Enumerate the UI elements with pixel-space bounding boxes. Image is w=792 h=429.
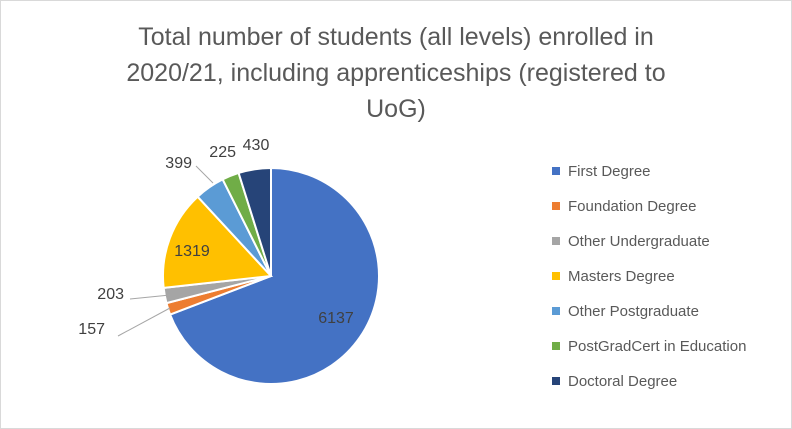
- legend-label-first-degree: First Degree: [568, 163, 651, 180]
- legend-label-postgradcert-in-education: PostGradCert in Education: [568, 338, 746, 355]
- legend-label-other-undergraduate: Other Undergraduate: [568, 233, 710, 250]
- chart-title-line-2: 2020/21, including apprenticeships (regi…: [126, 59, 666, 87]
- leader-line-foundation-degree: [117, 307, 171, 337]
- legend-swatch-first-degree: [552, 167, 560, 175]
- leader-line-other-undergraduate: [129, 294, 171, 300]
- legend-swatch-other-postgraduate: [552, 307, 560, 315]
- data-label-masters-degree: 1319: [174, 243, 210, 260]
- legend-swatch-doctoral-degree: [552, 377, 560, 385]
- chart-title-line-1: Total number of students (all levels) en…: [138, 23, 654, 51]
- data-label-other-undergraduate: 203: [97, 286, 124, 303]
- legend-label-doctoral-degree: Doctoral Degree: [568, 373, 677, 390]
- leader-line-other-postgraduate: [195, 165, 214, 184]
- chart-title: Total number of students (all levels) en…: [91, 19, 701, 127]
- data-label-doctoral-degree: 430: [243, 137, 270, 154]
- pie-slices: [162, 166, 380, 385]
- legend-swatch-postgradcert-in-education: [552, 342, 560, 350]
- data-label-postgradcert-in-education: 225: [209, 144, 236, 161]
- pie-slice-masters-degree: [162, 195, 274, 289]
- data-label-other-postgraduate: 399: [165, 155, 192, 172]
- pie-data-labels: 6137 157 203 1319 399 225 430: [78, 137, 354, 338]
- legend-swatch-masters-degree: [552, 272, 560, 280]
- data-label-foundation-degree: 157: [78, 321, 105, 338]
- pie-leader-lines: [117, 165, 214, 337]
- chart-legend: First Degree Foundation Degree Other Under…: [552, 163, 746, 390]
- legend-swatch-foundation-degree: [552, 202, 560, 210]
- legend-label-foundation-degree: Foundation Degree: [568, 198, 696, 215]
- legend-label-masters-degree: Masters Degree: [568, 268, 675, 285]
- legend-swatch-other-undergraduate: [552, 237, 560, 245]
- legend-label-other-postgraduate: Other Postgraduate: [568, 303, 699, 320]
- pie-slice-doctoral-degree: [237, 166, 272, 277]
- pie-slice-first-degree: [168, 166, 380, 385]
- chart-title-line-3: UoG): [366, 95, 426, 123]
- data-label-first-degree: 6137: [318, 310, 354, 327]
